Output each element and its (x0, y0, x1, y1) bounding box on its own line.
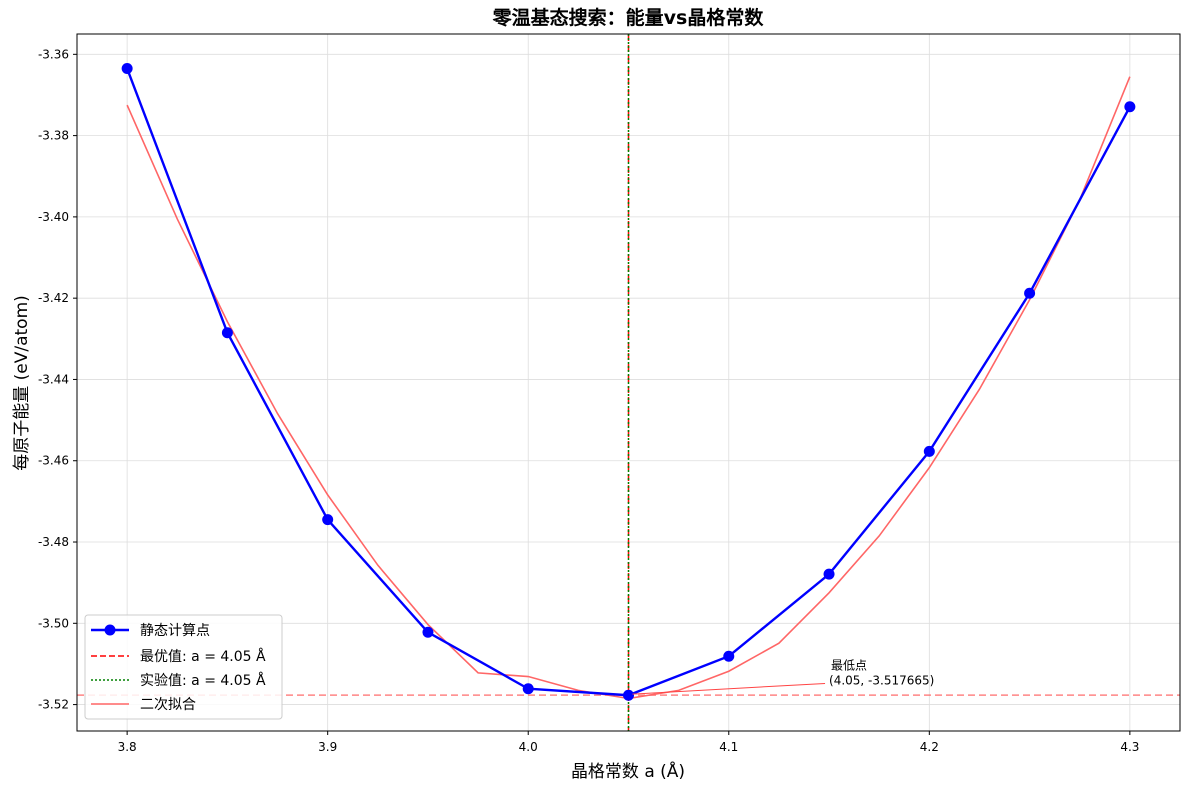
annotation-label-title: 最低点 (831, 658, 867, 672)
data-point (823, 568, 835, 580)
data-point (623, 689, 634, 701)
annotation-arrow (632, 682, 826, 695)
plot-frame (76, 33, 1181, 732)
y-tick-label: -3.48 (38, 535, 69, 549)
y-tick-label: -3.44 (38, 372, 69, 386)
chart-title: 零温基态搜索：能量vs晶格常数 (492, 6, 765, 29)
legend: 静态计算点 最优值: a = 4.05 Å 实验值: a = 4.05 Å 二次… (84, 614, 283, 720)
x-tick-label: 4.2 (920, 740, 939, 754)
y-axis: -3.36 -3.38 -3.40 -3.42 -3.44 -3.46 -3.48 -3.50… (38, 47, 77, 712)
legend-item-optimal: 最优值: a = 4.05 Å (91, 648, 266, 665)
y-tick-label: -3.40 (38, 210, 69, 224)
y-tick-label: -3.52 (38, 698, 69, 712)
legend-label-quadratic-fit: 二次拟合 (140, 697, 196, 713)
y-tick-label: -3.36 (38, 47, 69, 61)
legend-item-experimental: 实验值: a = 4.05 Å (91, 672, 266, 689)
legend-label-experimental: 实验值: a = 4.05 Å (140, 672, 266, 689)
legend-box (84, 614, 283, 720)
y-tick-label: -3.42 (38, 291, 69, 305)
data-point (121, 63, 133, 75)
legend-item-quadratic-fit: 二次拟合 (91, 697, 196, 713)
data-point (322, 514, 334, 526)
legend-item-static-points: 静态计算点 (91, 623, 210, 639)
data-point (422, 626, 434, 638)
data-point (1124, 101, 1136, 113)
y-axis-title: 每原子能量 (eV/atom) (12, 295, 32, 471)
x-tick-label: 3.9 (318, 740, 337, 754)
y-tick-label: -3.38 (38, 129, 69, 143)
series (121, 63, 1136, 701)
x-tick-label: 4.0 (519, 740, 538, 754)
data-point (723, 650, 735, 662)
x-axis-title: 晶格常数 a (Å) (571, 760, 685, 782)
y-tick-label: -3.46 (38, 454, 69, 468)
x-tick-label: 3.8 (118, 740, 137, 754)
legend-marker-static-points (104, 624, 116, 636)
x-tick-label: 4.3 (1120, 740, 1139, 754)
legend-label-optimal: 最优值: a = 4.05 Å (140, 648, 266, 665)
legend-label-static-points: 静态计算点 (140, 623, 210, 639)
x-axis: 3.8 3.9 4.0 4.1 4.2 4.3 (118, 731, 1139, 754)
data-point (1024, 287, 1036, 299)
data-point (221, 327, 233, 339)
x-tick-label: 4.1 (719, 740, 738, 754)
data-point (923, 445, 935, 457)
data-point (522, 683, 534, 695)
annotation-label-coords: (4.05, -3.517665) (829, 673, 934, 687)
y-tick-label: -3.50 (38, 616, 69, 630)
annotation: 最低点(4.05, -3.517665) (632, 658, 934, 695)
